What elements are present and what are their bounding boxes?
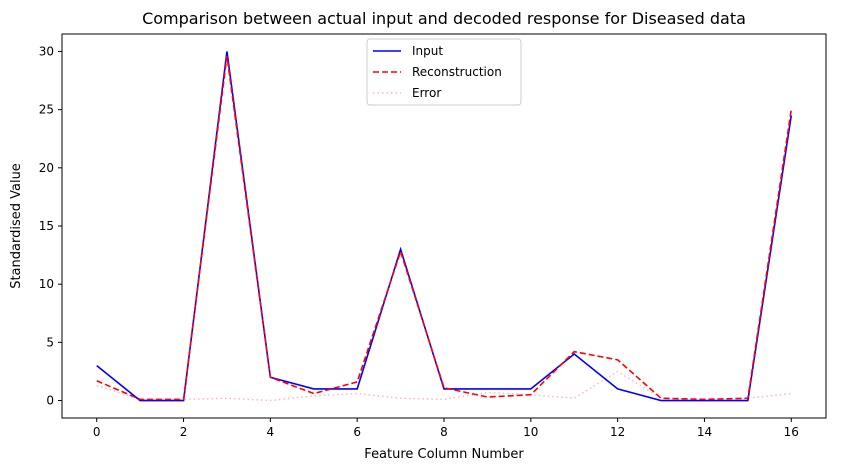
y-tick-label: 15 [39, 219, 54, 233]
legend: Input Reconstruction Error [366, 38, 522, 106]
y-tick-label: 20 [39, 161, 54, 175]
y-tick-label: 0 [46, 394, 54, 408]
legend-label-reconstruction: Reconstruction [412, 65, 502, 79]
series-line-error [96, 370, 792, 402]
x-tick-label: 6 [353, 425, 361, 439]
x-tick-label: 14 [697, 425, 712, 439]
x-tick-label: 4 [267, 425, 275, 439]
x-tick-label: 16 [784, 425, 799, 439]
x-tick-label: 10 [523, 425, 538, 439]
x-axis-label: Feature Column Number [364, 447, 524, 462]
x-tick-label: 12 [610, 425, 625, 439]
y-axis-label: Standardised Value [9, 163, 24, 289]
x-tick-label: 0 [93, 425, 101, 439]
y-tick-label: 30 [39, 44, 54, 58]
x-tick-label: 8 [440, 425, 448, 439]
y-tick-label: 25 [39, 103, 54, 117]
y-tick-label: 5 [46, 335, 54, 349]
x-tick-label: 2 [180, 425, 188, 439]
legend-label-input: Input [412, 44, 443, 58]
chart-title: Comparison between actual input and deco… [142, 9, 746, 28]
plot-area: 0 2 4 6 8 10 12 14 16 0 5 10 15 20 25 30 [39, 33, 827, 439]
y-tick-label: 10 [39, 277, 54, 291]
legend-label-error: Error [412, 86, 441, 100]
legend-box [366, 38, 522, 106]
series-line-reconstruction [96, 56, 793, 401]
